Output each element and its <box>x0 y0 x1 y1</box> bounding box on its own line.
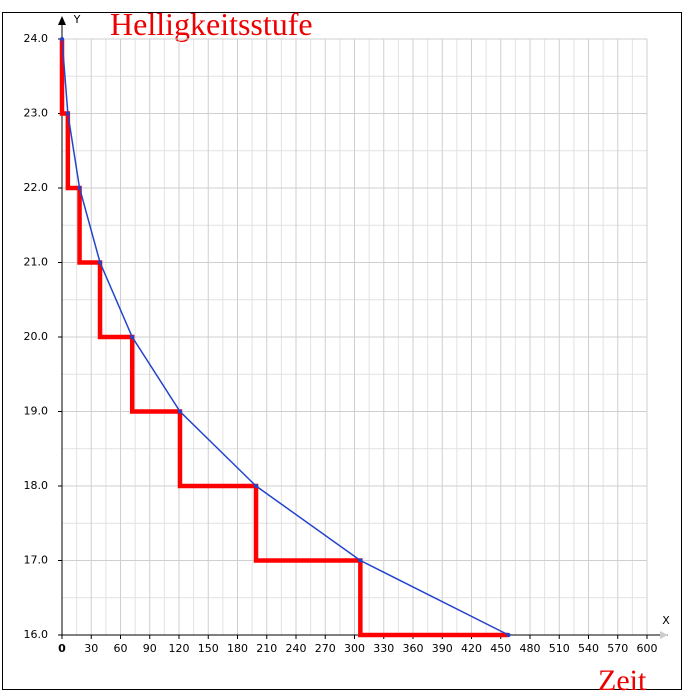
x-tick-label: 270 <box>315 642 336 655</box>
x-tick-label: 360 <box>403 642 424 655</box>
data-point <box>506 633 511 637</box>
x-axis-label: Zeit <box>598 664 647 694</box>
y-tick-label: 23.0 <box>24 107 49 120</box>
y-tick-label: 19.0 <box>24 405 49 418</box>
data-point <box>254 484 259 488</box>
x-tick-label: 120 <box>169 642 190 655</box>
x-tick-label: 390 <box>432 642 453 655</box>
x-tick-label: 540 <box>578 642 599 655</box>
x-tick-label: 150 <box>198 642 219 655</box>
data-point <box>77 186 82 190</box>
x-tick-label: 300 <box>344 642 365 655</box>
y-tick-label: 20.0 <box>24 330 49 343</box>
y-tick-label: 18.0 <box>24 479 49 492</box>
x-tick-label: 0 <box>58 642 66 655</box>
data-point <box>358 558 363 563</box>
y-tick-label: 16.0 <box>24 628 49 641</box>
x-tick-label: 330 <box>373 642 394 655</box>
x-tick-label: 510 <box>549 642 570 655</box>
data-point <box>65 111 70 116</box>
x-tick-label: 480 <box>520 642 541 655</box>
x-tick-label: 420 <box>461 642 482 655</box>
x-axis-arrow <box>660 631 668 639</box>
chart-title: Helligkeitsstufe <box>110 6 313 42</box>
y-tick-label: 17.0 <box>24 554 49 567</box>
y-tick-label: 24.0 <box>24 32 49 45</box>
y-axis-arrow <box>58 16 66 25</box>
x-tick-label: 60 <box>114 642 128 655</box>
data-point <box>98 260 103 265</box>
x-tick-label: 30 <box>84 642 98 655</box>
data-point <box>177 409 182 414</box>
data-point <box>60 37 64 41</box>
x-tick-label: 180 <box>227 642 248 655</box>
x-tick-label: 90 <box>143 642 157 655</box>
x-tick-label: 210 <box>256 642 277 655</box>
data-point <box>130 335 135 339</box>
y-tick-label: 21.0 <box>24 256 49 269</box>
x-tick-label: 570 <box>607 642 628 655</box>
y-axis-name: Y <box>73 13 81 26</box>
x-axis-name: X <box>662 614 670 627</box>
x-tick-label: 450 <box>490 642 511 655</box>
frame <box>2 12 682 690</box>
y-tick-label: 22.0 <box>24 181 49 194</box>
x-tick-label: 240 <box>286 642 307 655</box>
x-tick-label: 600 <box>637 642 658 655</box>
